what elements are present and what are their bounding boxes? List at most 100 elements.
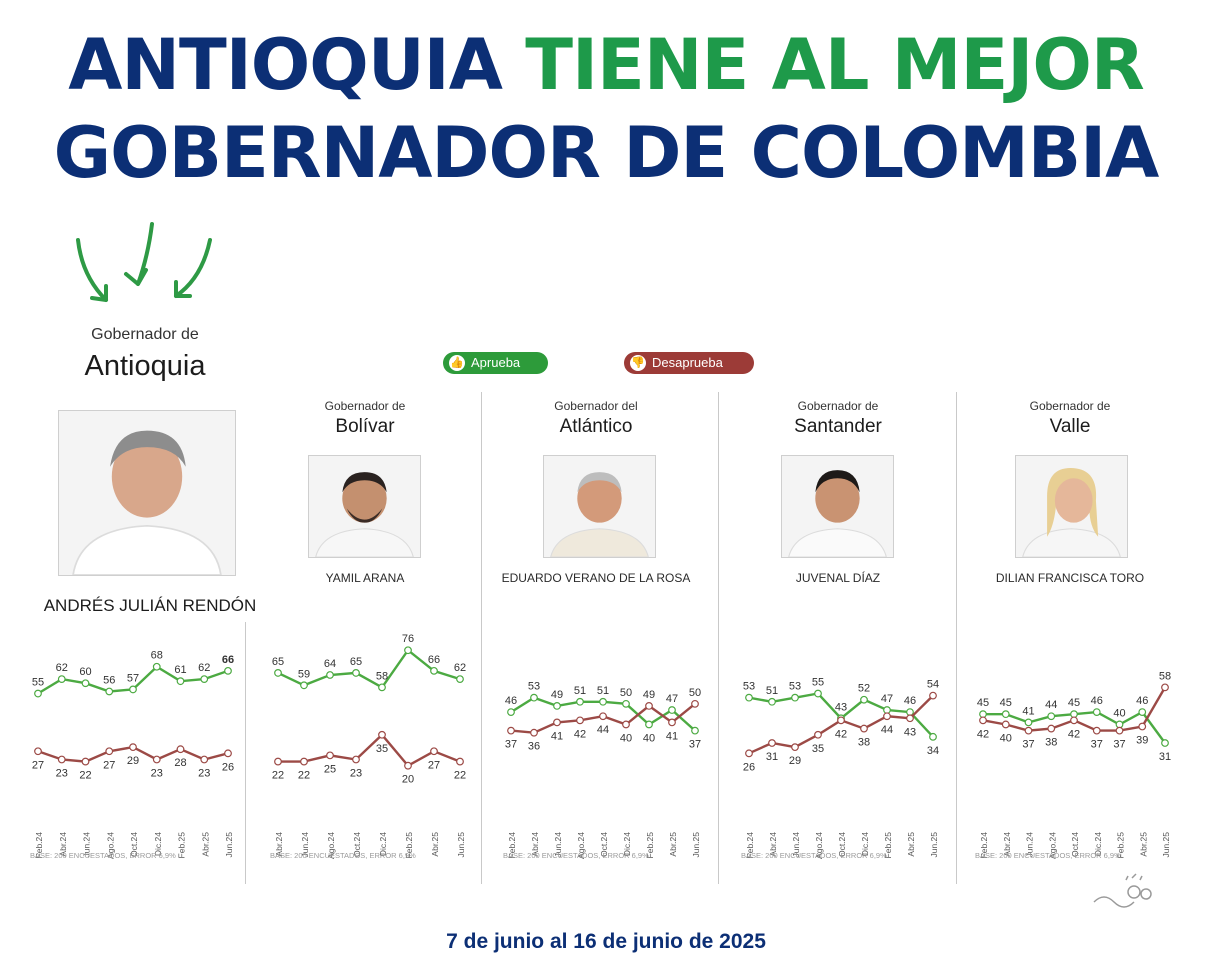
data-label-disapprove: 25 [324, 763, 336, 775]
data-label-approve: 40 [643, 732, 655, 744]
chart-bolivar: 65 59 64 65 58 76 66 62 22 22 25 23 35 20 27 22 Abr.24 Ju… [270, 633, 466, 860]
data-label-disapprove: 42 [977, 728, 989, 740]
data-point-approve [352, 669, 360, 677]
headline-region: ANTIOQUIA [68, 24, 503, 106]
data-label-disapprove: 23 [151, 768, 163, 780]
data-label-disapprove: 23 [198, 768, 210, 780]
data-label-approve: 51 [766, 685, 778, 697]
portrait-antioquia [58, 410, 236, 576]
data-label-disapprove: 20 [402, 774, 414, 786]
thumbs-up-icon: 👍 [449, 355, 465, 371]
data-point-approve [507, 708, 515, 716]
x-tick-label: Abr.24 [58, 832, 68, 857]
x-tick-label: Dic.24 [153, 832, 163, 856]
data-point-disapprove [645, 702, 653, 710]
data-point-approve [430, 666, 438, 675]
data-point-approve [860, 695, 868, 704]
divider-2 [481, 392, 482, 884]
data-point-approve [34, 689, 42, 698]
data-label-disapprove: 49 [643, 689, 655, 701]
data-label-disapprove: 27 [103, 759, 115, 771]
data-point-approve [404, 646, 412, 655]
gov-label-small-santander: Gobernador de [797, 399, 879, 413]
data-label-approve: 56 [103, 674, 115, 686]
data-point-disapprove [224, 749, 232, 758]
data-label-disapprove: 43 [904, 726, 916, 738]
data-point-approve [200, 675, 209, 684]
data-point-disapprove [34, 747, 42, 756]
x-tick-label: Feb.24 [979, 832, 989, 859]
data-point-disapprove [576, 716, 584, 725]
data-point-approve [152, 662, 161, 671]
x-tick-label: Jun.24 [553, 832, 563, 858]
data-point-approve [176, 677, 185, 686]
x-tick-label: Feb.25 [883, 832, 893, 859]
data-label-disapprove: 27 [32, 759, 44, 771]
data-label-approve: 53 [743, 681, 755, 693]
x-tick-label: Jun.24 [300, 832, 310, 858]
base-note: BASE: 200 ENCUESTADOS, ERROR 6,9% [270, 851, 416, 860]
data-label-disapprove: 41 [551, 730, 563, 742]
x-tick-label: Ago.24 [814, 832, 824, 859]
data-point-disapprove [507, 726, 515, 735]
x-tick-label: Oct.24 [129, 832, 139, 857]
data-point-disapprove [906, 714, 914, 723]
data-label-approve: 53 [528, 681, 540, 693]
divider-3 [718, 392, 719, 884]
thumbs-down-icon: 👎 [630, 355, 646, 371]
x-tick-label: Dic.24 [622, 832, 632, 856]
pollster-logo-icon [1093, 873, 1152, 908]
data-point-disapprove [378, 730, 386, 739]
x-tick-label: Ago.24 [1047, 832, 1057, 859]
data-label-approve: 53 [789, 681, 801, 693]
x-tick-label: Jun.25 [456, 832, 466, 858]
featured-name: ANDRÉS JULIÁN RENDÓN [43, 596, 257, 615]
data-label-disapprove: 50 [689, 687, 701, 699]
data-label-disapprove: 54 [927, 679, 939, 691]
gov-label-big-valle: Valle [1049, 416, 1091, 437]
data-label-approve: 45 [977, 697, 989, 709]
data-label-disapprove: 39 [1136, 735, 1148, 747]
data-label-disapprove: 36 [528, 741, 540, 753]
data-label-disapprove: 22 [454, 770, 466, 782]
data-point-disapprove [599, 712, 607, 721]
data-point-approve [1161, 739, 1169, 747]
data-label-approve: 66 [428, 654, 440, 666]
data-point-disapprove [352, 755, 360, 764]
headline-line-2: GOBERNADOR DE COLOMBIA [53, 112, 1160, 194]
x-tick-label: Oct.24 [599, 832, 609, 857]
data-point-disapprove [300, 757, 308, 766]
series-line-approve [277, 648, 461, 689]
portrait-atlantico [543, 455, 656, 558]
chart-valle: 45 45 41 44 45 46 40 46 31 42 40 37 38 42 37 37 39 58 Feb.… [975, 670, 1171, 860]
data-point-approve [1024, 718, 1033, 727]
x-tick-label: Feb.25 [1116, 832, 1126, 859]
base-note: BASE: 200 ENCUESTADOS, ERROR 6,9% [975, 851, 1121, 860]
divider-4 [956, 392, 957, 884]
x-tick-label: Jun.25 [929, 832, 939, 858]
data-point-disapprove [768, 739, 776, 747]
base-note: BASE: 200 ENCUESTADOS, ERROR 6,9% [30, 851, 176, 860]
data-label-disapprove: 40 [620, 732, 632, 744]
data-point-approve [129, 685, 137, 694]
data-label-approve: 68 [151, 650, 163, 662]
data-label-approve: 49 [551, 689, 563, 701]
gov-label-small-valle: Gobernador de [1029, 399, 1111, 413]
x-tick-label: Jun.25 [1161, 832, 1171, 858]
gov-label-big-santander: Santander [794, 416, 882, 437]
data-point-disapprove [929, 691, 937, 700]
data-label-disapprove: 41 [666, 730, 678, 742]
x-tick-label: Abr.25 [1138, 832, 1148, 857]
data-label-disapprove: 22 [79, 770, 91, 782]
x-tick-label: Oct.24 [1070, 832, 1080, 857]
series-line-disapprove [278, 733, 461, 768]
x-tick-label: Dic.24 [378, 832, 388, 856]
data-label-approve: 51 [574, 685, 586, 697]
data-point-disapprove [274, 757, 282, 766]
data-label-approve: 76 [402, 633, 414, 645]
gov-name-atlantico: EDUARDO VERANO DE LA ROSA [501, 571, 691, 585]
data-label-approve: 37 [689, 739, 701, 751]
data-label-disapprove: 44 [881, 724, 893, 736]
chart-antioquia: 55 62 60 56 57 68 61 62 66 27 23 22 27 29 23 28 23 26 Feb.… [30, 650, 234, 860]
down-arrows-icon [76, 222, 212, 302]
